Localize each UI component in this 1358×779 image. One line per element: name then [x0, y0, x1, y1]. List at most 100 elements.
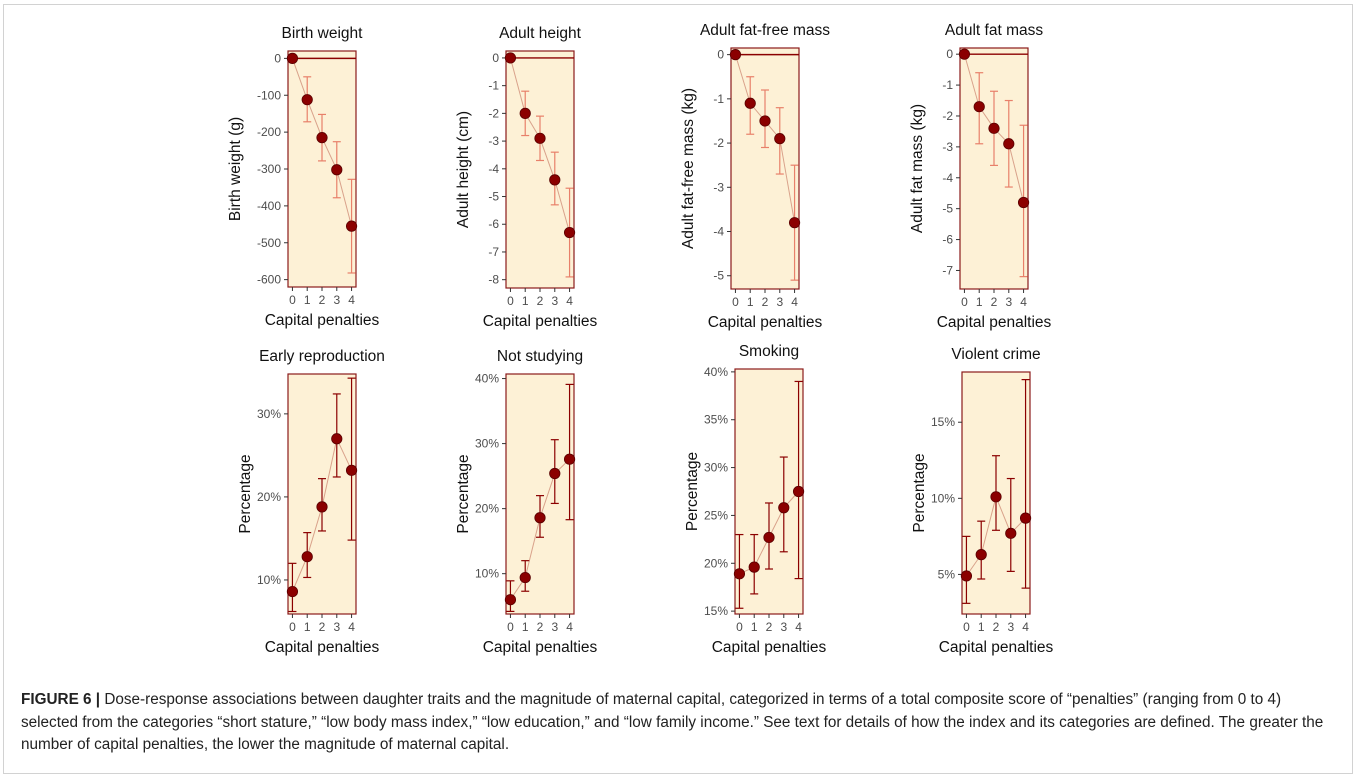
x-tick-label: 0	[736, 620, 743, 634]
y-tick-label: -100	[257, 88, 281, 102]
x-tick-label: 3	[780, 620, 787, 634]
x-tick-label: 1	[304, 620, 311, 634]
caption-label: FIGURE 6 |	[21, 691, 101, 708]
y-tick-label: -8	[488, 273, 499, 287]
y-tick-label: -3	[488, 134, 499, 148]
y-tick-label: 20%	[475, 502, 499, 516]
x-tick-label: 2	[319, 620, 326, 634]
chart-title: Early reproduction	[259, 348, 385, 365]
y-tick-label: -4	[488, 162, 499, 176]
x-tick-label: 2	[537, 620, 544, 634]
x-axis-label: Capital penalties	[265, 639, 380, 656]
y-tick-label: 20%	[704, 556, 728, 570]
x-tick-label: 4	[791, 295, 798, 309]
data-point	[759, 115, 771, 127]
chart-title: Adult height	[499, 25, 582, 42]
chart-title: Smoking	[739, 343, 799, 360]
x-tick-label: 2	[537, 294, 544, 308]
x-tick-label: 0	[961, 295, 968, 309]
y-tick-label: 5%	[938, 567, 956, 581]
y-axis-label: Birth weight (g)	[227, 117, 244, 221]
y-tick-label: 30%	[257, 407, 281, 421]
data-point	[958, 48, 971, 60]
y-tick-label: -600	[257, 273, 281, 287]
data-point	[1019, 512, 1032, 524]
error-bar	[347, 377, 356, 541]
data-point	[331, 433, 343, 445]
data-point	[763, 531, 775, 544]
y-tick-label: 35%	[704, 413, 728, 427]
x-tick-label: 4	[348, 620, 355, 634]
data-point	[1017, 196, 1030, 209]
x-tick-label: 0	[289, 293, 296, 307]
data-point	[345, 220, 358, 232]
error-bar	[1006, 477, 1015, 572]
y-tick-label: 15%	[704, 604, 728, 618]
chart-panel-5: Not studying 10% 20% 30% 40% 0 1 2 3 4 Capital pen…	[455, 348, 598, 656]
x-tick-label: 2	[991, 295, 998, 309]
data-point	[563, 453, 576, 465]
y-tick-label: -4	[942, 171, 953, 185]
y-tick-label: 40%	[475, 372, 499, 386]
data-point	[1003, 138, 1015, 150]
y-axis-label: Percentage	[684, 452, 701, 531]
x-tick-label: 4	[1022, 620, 1029, 634]
data-point	[788, 217, 801, 229]
chart-title: Adult fat-free mass	[700, 22, 830, 39]
data-point	[549, 174, 561, 186]
data-point	[504, 594, 517, 606]
y-axis-label: Adult fat-free mass (kg)	[680, 88, 697, 249]
x-tick-label: 2	[766, 620, 773, 634]
x-tick-label: 1	[747, 295, 754, 309]
y-tick-label: 0	[717, 48, 724, 62]
x-axis-label: Capital penalties	[937, 314, 1052, 331]
y-axis-label: Percentage	[237, 454, 254, 533]
y-tick-label: 10%	[931, 491, 955, 505]
error-bar	[962, 535, 971, 604]
data-point	[975, 549, 987, 561]
x-tick-label: 0	[963, 620, 970, 634]
y-tick-label: -500	[257, 236, 281, 250]
y-tick-label: 25%	[704, 508, 728, 522]
x-tick-label: 4	[566, 294, 573, 308]
x-axis-label: Capital penalties	[708, 314, 823, 331]
data-point	[519, 571, 531, 584]
data-point	[729, 49, 742, 61]
x-axis-label: Capital penalties	[939, 639, 1054, 656]
data-point	[286, 585, 299, 598]
y-tick-label: 10%	[475, 567, 499, 581]
data-point	[534, 512, 546, 524]
x-tick-label: 1	[304, 293, 311, 307]
y-tick-label: -1	[942, 78, 953, 92]
y-tick-label: 0	[492, 51, 499, 65]
data-point	[504, 52, 517, 64]
data-point	[316, 501, 328, 513]
y-tick-label: -7	[942, 263, 953, 277]
y-axis-label: Adult fat mass (kg)	[909, 104, 926, 233]
x-axis-label: Capital penalties	[265, 312, 380, 329]
data-point	[286, 52, 299, 64]
data-point	[774, 133, 786, 145]
data-point	[331, 164, 343, 176]
y-axis-label: Percentage	[911, 453, 928, 532]
y-axis-label: Percentage	[455, 454, 472, 533]
x-tick-label: 1	[522, 620, 529, 634]
data-point	[1005, 527, 1017, 539]
y-tick-label: -2	[942, 109, 953, 123]
x-tick-label: 4	[795, 620, 802, 634]
plot-area	[730, 47, 800, 290]
data-point	[519, 107, 531, 119]
y-axis-label: Adult height (cm)	[455, 111, 472, 228]
x-tick-label: 3	[333, 293, 340, 307]
plot-area	[959, 47, 1029, 290]
x-tick-label: 1	[751, 620, 758, 634]
figure-frame	[3, 4, 1353, 774]
y-tick-label: 15%	[931, 415, 955, 429]
x-tick-label: 0	[289, 620, 296, 634]
x-tick-label: 2	[319, 293, 326, 307]
x-axis-label: Capital penalties	[483, 639, 598, 656]
